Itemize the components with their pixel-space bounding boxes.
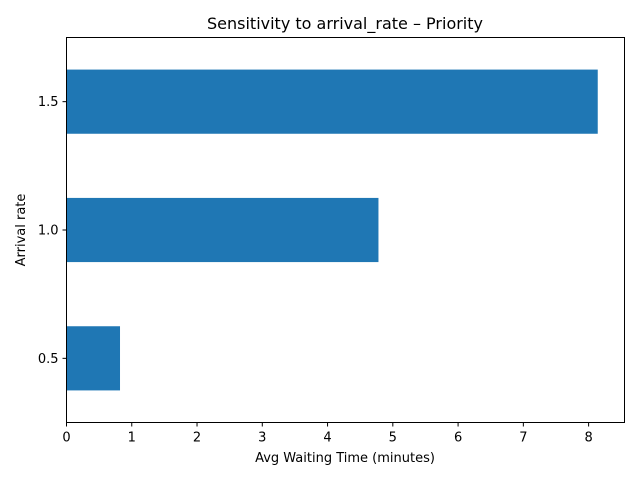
x-axis-label: Avg Waiting Time (minutes) xyxy=(255,451,435,466)
y-axis-ticks: 0.5 1.0 1.5 xyxy=(38,95,67,367)
x-tick-label: 5 xyxy=(389,431,397,446)
y-tick-label: 1.0 xyxy=(38,224,59,239)
x-tick-label: 4 xyxy=(323,431,331,446)
x-tick-label: 0 xyxy=(62,431,70,446)
x-tick-label: 6 xyxy=(454,431,462,446)
x-tick-label: 7 xyxy=(519,431,527,446)
x-tick-label: 1 xyxy=(128,431,136,446)
x-tick-label: 3 xyxy=(258,431,266,446)
y-axis-label: Arrival rate xyxy=(14,194,29,267)
bar-1.0 xyxy=(66,197,379,263)
y-tick-label: 1.5 xyxy=(38,95,59,110)
x-tick-label: 8 xyxy=(584,431,592,446)
x-tick-label: 2 xyxy=(193,431,201,446)
bar-1.5 xyxy=(66,69,598,134)
y-tick-label: 0.5 xyxy=(38,352,59,367)
x-axis-ticks: 0 1 2 3 4 5 6 7 8 xyxy=(62,422,593,446)
bars-group xyxy=(66,69,598,391)
chart-title: Sensitivity to arrival_rate – Priority xyxy=(207,14,483,34)
bar-0.5 xyxy=(66,326,121,391)
plot-frame xyxy=(66,37,625,423)
